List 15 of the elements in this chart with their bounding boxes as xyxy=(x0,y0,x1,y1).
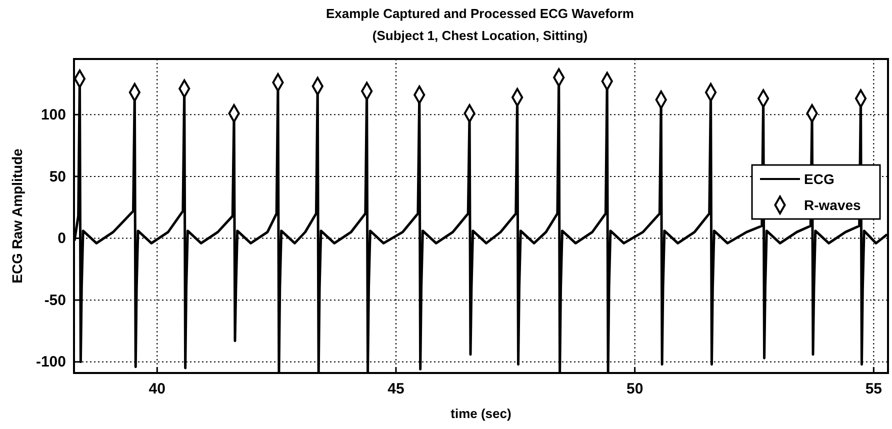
legend-label: ECG xyxy=(804,171,834,187)
x-tick-label: 50 xyxy=(626,380,644,398)
chart-title: Example Captured and Processed ECG Waveform xyxy=(326,6,634,21)
chart-subtitle: (Subject 1, Chest Location, Sitting) xyxy=(372,28,588,43)
x-axis-title: time (sec) xyxy=(450,406,512,421)
y-tick-label: 100 xyxy=(40,106,66,124)
y-tick-label: 0 xyxy=(58,230,66,248)
x-tick-label: 45 xyxy=(388,380,404,398)
y-tick-label: -50 xyxy=(44,292,66,309)
legend-label: R-waves xyxy=(804,197,862,213)
y-tick-label: 50 xyxy=(49,168,66,186)
x-tick-label: 40 xyxy=(148,380,166,398)
y-tick-label: -100 xyxy=(36,354,66,371)
y-axis-title: ECG Raw Amplitude xyxy=(9,148,25,284)
x-tick-label: 55 xyxy=(865,380,882,398)
